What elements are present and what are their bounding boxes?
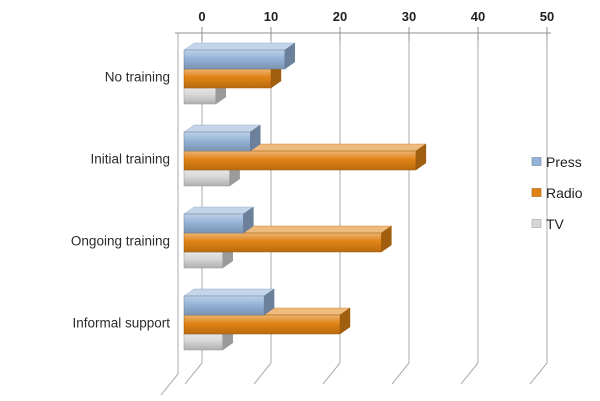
- bar-front-face: [183, 251, 223, 269]
- axis-tick-label: 40: [471, 9, 485, 24]
- category-label: No training: [105, 70, 170, 85]
- gridline-foot: [184, 362, 203, 385]
- axis-tick-label: 10: [264, 9, 278, 24]
- legend: Press Radio TV: [531, 154, 583, 232]
- axis-tick-label: 0: [198, 9, 205, 24]
- gridlines: 0 10 20 30 40 50: [184, 9, 554, 385]
- bar-press-0: [183, 42, 296, 70]
- bar-front-face: [183, 131, 251, 152]
- wall-front-edge-foot: [160, 373, 179, 396]
- bar-front-face: [183, 150, 417, 171]
- bar-front-face: [183, 68, 272, 89]
- bar-press-1: [183, 124, 261, 152]
- bar-front-face: [183, 169, 230, 187]
- bar-press-3: [183, 288, 275, 316]
- legend-label: Press: [546, 154, 582, 170]
- bar-front-face: [183, 49, 286, 70]
- legend-item-radio: Radio: [531, 185, 583, 201]
- legend-label: Radio: [546, 185, 583, 201]
- bar-front-face: [183, 295, 265, 316]
- bar-front-face: [183, 333, 223, 351]
- bars: [183, 42, 427, 351]
- category-label: Initial training: [90, 152, 170, 167]
- gridline-foot: [460, 362, 479, 385]
- bar-top-face: [183, 124, 261, 133]
- bar-front-face: [183, 87, 217, 105]
- axis-tick-label: 20: [333, 9, 347, 24]
- legend-swatch: [531, 219, 542, 228]
- bar-top-face: [183, 288, 275, 297]
- legend-swatch: [531, 157, 542, 166]
- axis-tick-label: 50: [540, 9, 554, 24]
- legend-item-press: Press: [531, 154, 582, 170]
- category-label: Ongoing training: [71, 234, 170, 249]
- category-label: Informal support: [72, 316, 170, 331]
- bar-front-face: [183, 213, 244, 234]
- legend-swatch: [531, 188, 542, 197]
- gridline-foot: [322, 362, 341, 385]
- category-axis: No training Initial training Ongoing train…: [71, 70, 170, 331]
- gridline-foot: [391, 362, 410, 385]
- legend-item-tv: TV: [531, 216, 565, 232]
- gridline-foot: [529, 362, 548, 385]
- bar-top-face: [183, 42, 296, 51]
- bar-top-face: [183, 206, 255, 215]
- axis-tick-label: 30: [402, 9, 416, 24]
- gridline-foot: [253, 362, 272, 385]
- bar-front-face: [183, 232, 382, 253]
- bar-press-2: [183, 206, 255, 234]
- legend-label: TV: [546, 216, 565, 232]
- bar-front-face: [183, 314, 341, 335]
